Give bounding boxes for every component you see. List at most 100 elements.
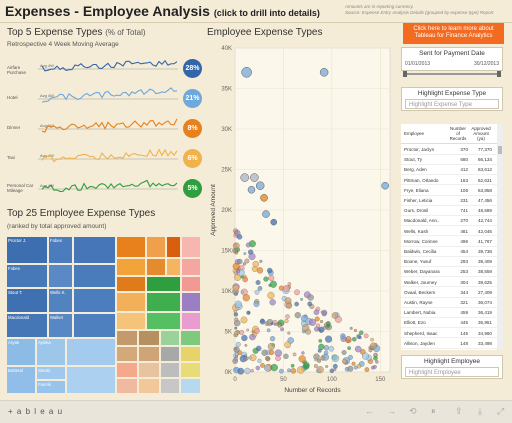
table-row[interactable]: Ovaal, Beckem 344 27,409 bbox=[401, 288, 503, 298]
share-badge[interactable]: 6% bbox=[183, 149, 202, 168]
table-row[interactable]: Baldwin, Cecilia 454 39,738 bbox=[401, 247, 503, 257]
table-row[interactable]: Berg, Aden 412 63,612 bbox=[401, 165, 503, 176]
treemap-cell[interactable] bbox=[146, 292, 181, 312]
treemap-cell[interactable] bbox=[138, 378, 160, 394]
treemap-cell[interactable] bbox=[116, 346, 138, 362]
share-badge[interactable]: 28% bbox=[183, 59, 202, 78]
download-icon[interactable]: ⤓ bbox=[478, 406, 482, 416]
table-row[interactable]: Proctor, Jaclyn 370 77,370 bbox=[401, 145, 503, 155]
revert-icon[interactable]: ⟲ bbox=[409, 406, 417, 416]
treemap-cell[interactable]: Betteral bbox=[6, 366, 36, 394]
treemap-cell[interactable] bbox=[116, 258, 146, 276]
redo-icon[interactable]: → bbox=[387, 406, 396, 416]
treemap-cell[interactable] bbox=[138, 362, 160, 378]
treemap-cell[interactable] bbox=[181, 312, 201, 330]
treemap-cell[interactable] bbox=[116, 378, 138, 394]
treemap-cell[interactable] bbox=[160, 378, 180, 394]
table-row[interactable]: Shepherd, Isaac 145 34,960 bbox=[401, 329, 503, 339]
share-badge[interactable]: 21% bbox=[183, 89, 202, 108]
table-row[interactable]: Frye, Eliana 106 63,858 bbox=[401, 186, 503, 196]
treemap-cell[interactable]: Ayinka bbox=[36, 338, 66, 366]
fullscreen-icon[interactable]: ⤢ bbox=[497, 406, 505, 416]
treemap-cell[interactable] bbox=[116, 236, 146, 258]
treemap-cell[interactable] bbox=[180, 330, 201, 346]
treemap-cell[interactable] bbox=[160, 330, 180, 346]
treemap-cell[interactable] bbox=[166, 258, 181, 276]
share-badge[interactable]: 5% bbox=[183, 179, 202, 198]
table-row[interactable]: Weber, Dayanara 253 38,559 bbox=[401, 267, 503, 278]
treemap-cell[interactable] bbox=[73, 313, 116, 338]
treemap-cell[interactable] bbox=[146, 258, 166, 276]
treemap-cell[interactable]: Fobes bbox=[6, 264, 48, 288]
table-row[interactable]: Stout, Ty 680 66,134 bbox=[401, 155, 503, 165]
treemap-cell[interactable] bbox=[116, 330, 138, 346]
table-row[interactable]: Austin, Rayne 321 36,074 bbox=[401, 298, 503, 308]
table-row[interactable]: Morrow, Corinne 496 41,767 bbox=[401, 237, 503, 247]
treemap-cell[interactable] bbox=[181, 258, 201, 276]
sparkline-row[interactable]: Dinner Avg 1W 8% bbox=[5, 115, 202, 143]
scatter-plot[interactable]: 40K 35K 30K 25K 20K 15K 10K 5K 0K0 50 100 150 Number… bbox=[205, 42, 397, 397]
table-row[interactable]: Gurs, Drosil 741 48,589 bbox=[401, 206, 503, 216]
treemap-cell[interactable] bbox=[116, 276, 146, 292]
slider-handle-left[interactable] bbox=[403, 71, 407, 77]
sparkline-row[interactable]: Personal Car Mileage Avg 4W 5% bbox=[5, 175, 202, 203]
date-to[interactable]: 30/12/2013 bbox=[473, 61, 499, 67]
highlight-employee-input[interactable]: Highlight Employee bbox=[405, 367, 499, 377]
sparkline-row[interactable]: Taxi Avg 4W 6% bbox=[5, 145, 202, 173]
share-icon[interactable]: ⇪ bbox=[455, 406, 463, 416]
treemap-cell[interactable] bbox=[73, 236, 116, 264]
treemap-cell[interactable] bbox=[66, 338, 116, 366]
col-employee[interactable]: Employee bbox=[404, 131, 425, 136]
table-row[interactable]: Wells, Kash 481 42,046 bbox=[401, 227, 503, 237]
table-row[interactable]: Lambert, Nubia 459 36,419 bbox=[401, 308, 503, 318]
treemap-cell[interactable] bbox=[138, 330, 160, 346]
treemap-cell[interactable] bbox=[66, 366, 116, 394]
table-row[interactable]: Boone, Yusuf 293 39,409 bbox=[401, 257, 503, 267]
treemap-cell[interactable] bbox=[181, 236, 201, 258]
treemap-cell[interactable] bbox=[73, 288, 116, 313]
date-range-slider[interactable] bbox=[403, 71, 501, 77]
table-row[interactable]: Allison, Jayden 148 33,498 bbox=[401, 339, 503, 349]
treemap-cell[interactable]: Fannik bbox=[36, 380, 66, 394]
treemap-cell[interactable] bbox=[48, 264, 73, 288]
treemap-cell[interactable] bbox=[146, 312, 181, 330]
share-badge[interactable]: 8% bbox=[183, 119, 202, 138]
table-row[interactable]: Macdonald, Ann.. 270 42,744 bbox=[401, 216, 503, 227]
treemap-cell[interactable] bbox=[181, 276, 201, 292]
treemap-cell[interactable]: Stout2 bbox=[36, 366, 66, 380]
undo-icon[interactable]: ← bbox=[365, 406, 374, 416]
col-records[interactable]: Number of Records bbox=[449, 126, 467, 141]
table-row[interactable]: Walker, Journey 304 38,625 bbox=[401, 278, 503, 288]
col-amount[interactable]: Approved Amount (ya) bbox=[471, 126, 491, 141]
treemap-cell[interactable] bbox=[180, 346, 201, 362]
treemap-cell[interactable]: Aryak bbox=[6, 338, 36, 366]
date-from[interactable]: 01/01/2013 bbox=[405, 61, 431, 67]
treemap-cell[interactable] bbox=[146, 276, 181, 292]
treemap-cell[interactable] bbox=[146, 236, 166, 258]
treemap-cell[interactable] bbox=[138, 346, 160, 362]
scroll-thumb[interactable] bbox=[498, 146, 502, 154]
treemap-cell[interactable]: Macdonald bbox=[6, 313, 48, 338]
sparkline-row[interactable]: Airfare Purchase Avg 4W 28% bbox=[5, 55, 202, 83]
learn-more-button[interactable]: Click here to learn more about Tableau f… bbox=[403, 23, 504, 44]
tableau-logo[interactable]: + a b l e a u bbox=[8, 407, 64, 416]
treemap-cell[interactable] bbox=[166, 236, 181, 258]
treemap-cell[interactable] bbox=[73, 264, 116, 288]
treemap-cell[interactable]: Stout T. bbox=[6, 288, 48, 313]
treemap-cell[interactable] bbox=[180, 362, 201, 378]
highlight-type-input[interactable]: Highlight Expense Type bbox=[405, 99, 499, 109]
pause-icon[interactable]: ⏸ bbox=[431, 406, 436, 416]
treemap-cell[interactable]: Walket bbox=[48, 313, 73, 338]
treemap-cell[interactable] bbox=[116, 312, 146, 330]
treemap-cell[interactable] bbox=[116, 362, 138, 378]
slider-handle-right[interactable] bbox=[497, 71, 501, 77]
treemap-cell[interactable] bbox=[180, 378, 201, 394]
treemap-cell[interactable] bbox=[160, 346, 180, 362]
table-row[interactable]: Elliott, Ezo 445 35,951 bbox=[401, 318, 503, 329]
treemap-cell[interactable]: Proctor J. bbox=[6, 236, 48, 264]
treemap-cell[interactable]: Fobes bbox=[48, 236, 73, 264]
treemap-cell[interactable] bbox=[116, 292, 146, 312]
treemap[interactable]: Proctor J. Fobes Fobes Stout T. Wells K. Macd… bbox=[6, 236, 201, 394]
treemap-cell[interactable] bbox=[160, 362, 180, 378]
treemap-cell[interactable] bbox=[181, 292, 201, 312]
